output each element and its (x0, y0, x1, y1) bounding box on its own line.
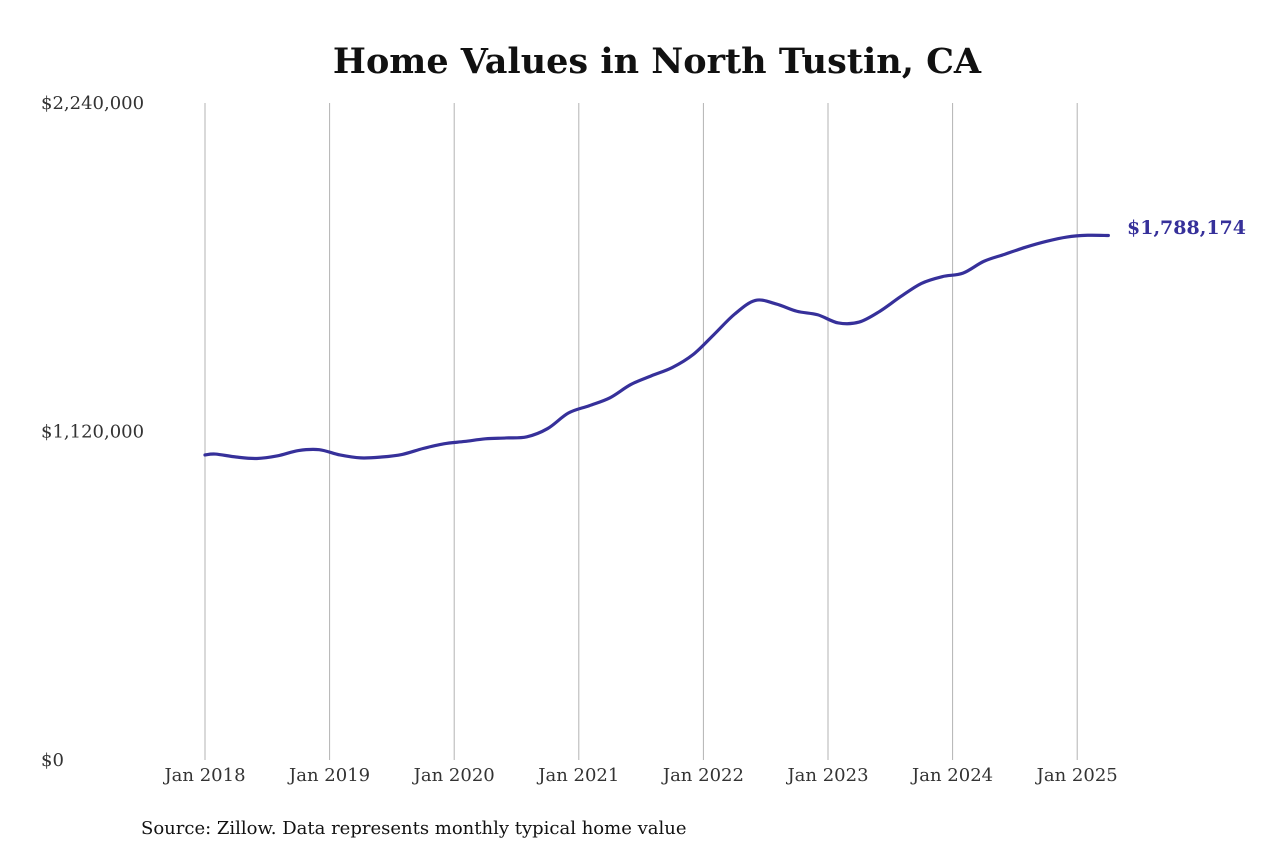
y-tick-label: $1,120,000 (41, 422, 144, 443)
y-tick-label: $2,240,000 (41, 93, 144, 114)
x-tick-label: Jan 2024 (910, 765, 993, 786)
series-line (203, 233, 1110, 461)
gridlines (204, 103, 1078, 760)
y-tick-label: $0 (41, 750, 64, 771)
x-tick-label: Jan 2021 (536, 765, 619, 786)
last-value-label: $1,788,174 (1127, 217, 1246, 239)
x-tick-label: Jan 2019 (287, 765, 370, 786)
y-axis-tick-labels: $0 $1,120,000 $2,240,000 (41, 93, 144, 771)
chart-title: Home Values in North Tustin, CA (333, 41, 982, 82)
x-tick-label: Jan 2023 (785, 765, 868, 786)
x-tick-label: Jan 2022 (661, 765, 744, 786)
series-layer (203, 233, 1110, 461)
x-tick-label: Jan 2025 (1035, 765, 1118, 786)
source-note: Source: Zillow. Data represents monthly … (141, 818, 687, 839)
x-tick-label: Jan 2020 (412, 765, 495, 786)
x-tick-label: Jan 2018 (162, 765, 245, 786)
x-axis-tick-labels: Jan 2018 Jan 2019 Jan 2020 Jan 2021 Jan 2022… (162, 765, 1117, 786)
